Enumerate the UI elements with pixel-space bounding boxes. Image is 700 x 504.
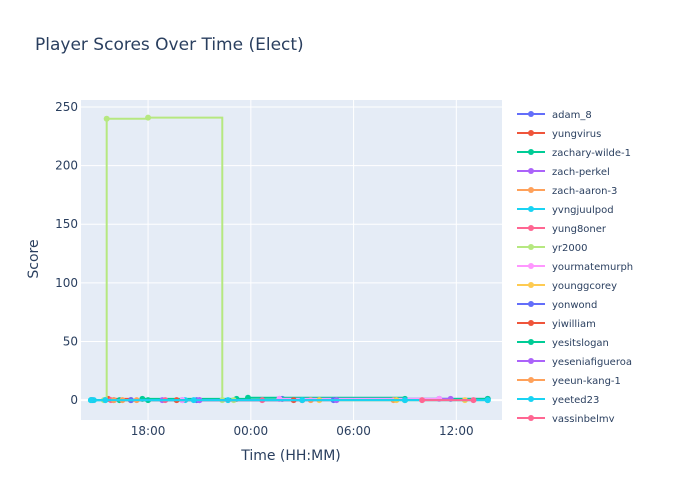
legend-item-yeeted23[interactable]: yeeted23	[517, 395, 599, 406]
x-tick-label: 18:00	[131, 424, 166, 438]
legend-swatch-marker	[528, 320, 534, 326]
legend-swatch-marker	[528, 149, 534, 155]
legend-label: zach-perkel	[552, 167, 610, 178]
legend-label: zachary-wilde-1	[552, 148, 631, 159]
legend-label: yeeted23	[552, 395, 599, 406]
legend-swatch-marker	[528, 339, 534, 345]
plot-background	[81, 100, 502, 420]
legend-label: yonwond	[552, 300, 597, 311]
y-tick-label: 50	[63, 334, 78, 348]
chart-title: Player Scores Over Time (Elect)	[35, 35, 304, 55]
legend-swatch-marker	[528, 415, 534, 421]
data-point-yeeted23	[484, 397, 491, 404]
legend-item-younggcorey[interactable]: younggcorey	[517, 281, 617, 292]
legend-item-yesitslogan[interactable]: yesitslogan	[517, 338, 609, 349]
legend-swatch-marker	[528, 263, 534, 269]
x-axis-ticks: 18:00 00:00 06:00 12:00	[131, 424, 474, 438]
legend-label: yvngjuulpod	[552, 205, 614, 216]
data-point-yassinbelmy	[419, 397, 426, 404]
legend-item-yvngjuulpod[interactable]: yvngjuulpod	[517, 205, 614, 216]
y-axis-ticks: 0 50 100 150 200 250	[55, 100, 78, 407]
x-axis-label: Time (HH:MM)	[240, 448, 341, 464]
series-layer	[87, 114, 491, 404]
legend-swatch-marker	[528, 358, 534, 364]
y-tick-label: 100	[55, 276, 78, 290]
legend-item-yeseniafigueroa[interactable]: yeseniafigueroa	[517, 357, 632, 368]
legend-label: yeeun-kang-1	[552, 376, 621, 387]
y-tick-label: 200	[55, 159, 78, 173]
legend-label: yung8oner	[552, 224, 607, 235]
legend-label: adam_8	[552, 110, 592, 121]
legend-swatch-marker	[528, 301, 534, 307]
series-yr2000	[100, 114, 237, 404]
legend-swatch-marker	[528, 111, 534, 117]
data-point-yeeted23	[190, 397, 197, 404]
data-point-yeeted23	[102, 397, 109, 404]
legend-item-zach-perkel[interactable]: zach-perkel	[517, 167, 610, 178]
data-point-yeeted23	[299, 397, 306, 404]
data-point-yassinbelmy	[470, 397, 477, 404]
legend-item-yungvirus[interactable]: yungvirus	[517, 129, 601, 140]
data-point-yeeted23	[401, 397, 408, 404]
legend-swatch-marker	[528, 206, 534, 212]
legend-swatch-marker	[528, 130, 534, 136]
data-point-yr2000	[103, 115, 110, 122]
legend-item-yiwilliam[interactable]: yiwilliam	[517, 319, 596, 330]
series-yassinbelmy	[419, 397, 477, 404]
x-tick-label: 12:00	[439, 424, 474, 438]
x-tick-label: 06:00	[336, 424, 371, 438]
legend-item-zachary-wilde-1[interactable]: zachary-wilde-1	[517, 148, 631, 159]
legend[interactable]: adam_8 yungvirus zachary-wilde-1 zach-perke…	[517, 110, 633, 425]
legend-swatch-marker	[528, 244, 534, 250]
legend-label: yourmatemurph	[552, 262, 633, 273]
legend-label: yassinbelmy	[552, 414, 615, 425]
x-tick-label: 00:00	[234, 424, 269, 438]
data-point-yeeted23	[87, 397, 94, 404]
y-axis-label: Score	[26, 239, 42, 278]
legend-label: yungvirus	[552, 129, 601, 140]
legend-swatch-marker	[528, 225, 534, 231]
legend-swatch-marker	[528, 377, 534, 383]
y-tick-label: 250	[55, 100, 78, 114]
legend-swatch-marker	[528, 396, 534, 402]
legend-label: yeseniafigueroa	[552, 357, 632, 368]
legend-swatch-marker	[528, 282, 534, 288]
y-tick-label: 0	[70, 393, 78, 407]
legend-item-yeeun-kang-1[interactable]: yeeun-kang-1	[517, 376, 621, 387]
data-point-yr2000	[145, 114, 152, 121]
legend-label: yesitslogan	[552, 338, 609, 349]
legend-swatch-marker	[528, 187, 534, 193]
series-yeeted23	[87, 397, 491, 404]
legend-item-yonwond[interactable]: yonwond	[517, 300, 597, 311]
legend-label: yiwilliam	[552, 319, 596, 330]
legend-item-yourmatemurph[interactable]: yourmatemurph	[517, 262, 633, 273]
legend-item-zach-aaron-3[interactable]: zach-aaron-3	[517, 186, 617, 197]
y-tick-label: 150	[55, 217, 78, 231]
legend-swatch-marker	[528, 168, 534, 174]
legend-item-yassinbelmy[interactable]: yassinbelmy	[517, 414, 615, 425]
legend-item-adam-8[interactable]: adam_8	[517, 110, 592, 121]
legend-item-yung8oner[interactable]: yung8oner	[517, 224, 607, 235]
legend-label: younggcorey	[552, 281, 617, 292]
legend-label: yr2000	[552, 243, 587, 254]
legend-label: zach-aaron-3	[552, 186, 617, 197]
legend-item-yr2000[interactable]: yr2000	[517, 243, 587, 254]
